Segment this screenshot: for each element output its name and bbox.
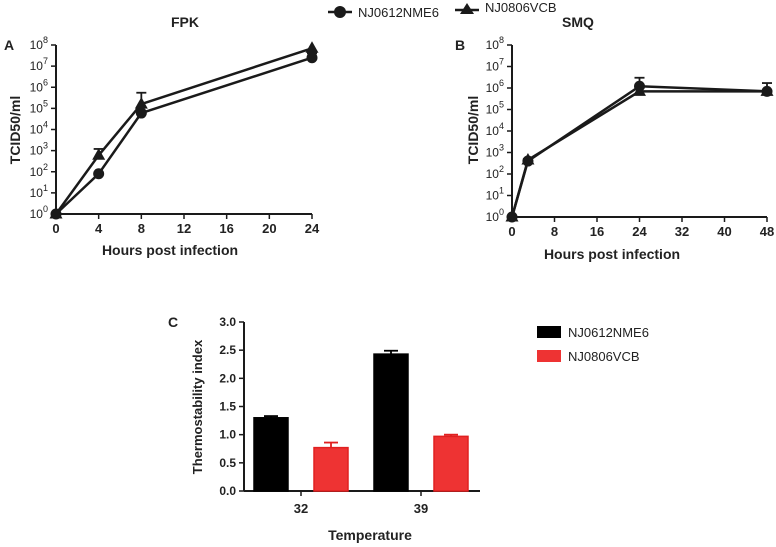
y-tick-label: 2.0	[219, 371, 236, 385]
y-tick-label: 100	[30, 204, 48, 221]
x-tick-label: 24	[305, 221, 320, 236]
data-point-circle	[306, 52, 318, 64]
y-tick-label: 106	[486, 78, 504, 95]
legend-c-swatch-black	[537, 326, 561, 338]
x-tick-label: 4	[95, 221, 103, 236]
x-tick-label: 20	[262, 221, 276, 236]
legend-c-swatch-red	[537, 350, 561, 362]
y-tick-label: 103	[30, 141, 48, 158]
data-point-triangle	[305, 41, 319, 53]
data-point-triangle	[633, 84, 646, 96]
data-point-triangle	[505, 210, 519, 222]
panel-a: A FPK Hours post infection TCID50/ml 100…	[4, 14, 320, 258]
x-tick-label: 24	[632, 224, 647, 239]
y-tick-label: 104	[486, 121, 504, 138]
bar-nj0612nme6-39	[373, 353, 409, 492]
x-tick-label: 8	[551, 224, 558, 239]
y-tick-label: 101	[30, 183, 48, 200]
x-tick-label: 0	[508, 224, 515, 239]
y-tick-label: 104	[30, 120, 48, 137]
x-tick-label: 32	[294, 501, 308, 516]
y-tick-label: 105	[30, 98, 48, 115]
panel-c-letter: C	[168, 314, 178, 330]
x-tick-label: 8	[138, 221, 145, 236]
legend-label-nj0806vcb: NJ0806VCB	[485, 0, 557, 15]
y-tick-label: 107	[486, 57, 504, 74]
y-tick-label: 108	[30, 35, 48, 52]
x-tick-label: 48	[760, 224, 774, 239]
y-tick-label: 107	[30, 56, 48, 73]
series-line-nj0806vcb	[510, 90, 767, 218]
legend-label-nj0612nme6: NJ0612NME6	[358, 5, 439, 20]
series-line-nj0612nme6	[510, 85, 768, 218]
data-point-triangle	[92, 148, 106, 160]
data-point-triangle	[134, 97, 148, 109]
y-tick-label: 3.0	[219, 315, 236, 329]
y-tick-label: 106	[30, 77, 48, 94]
data-point-triangle	[521, 152, 535, 165]
data-point-triangle	[49, 207, 63, 219]
data-point-triangle	[760, 84, 774, 96]
legend-circle-marker	[334, 6, 346, 18]
legend-c-label-nj0806vcb: NJ0806VCB	[568, 349, 640, 364]
x-tick-label: 16	[590, 224, 604, 239]
legend-c-label-nj0612nme6: NJ0612NME6	[568, 325, 649, 340]
y-tick-label: 0.5	[219, 456, 236, 470]
panel-b: B SMQ Hours post infection TCID50/ml 100…	[455, 14, 774, 262]
y-tick-label: 102	[30, 162, 48, 179]
y-tick-label: 108	[486, 35, 504, 52]
x-tick-label: 12	[177, 221, 191, 236]
x-tick-label: 39	[414, 501, 428, 516]
panel-a-title: FPK	[171, 14, 199, 30]
y-tick-label: 102	[486, 164, 504, 181]
data-point-circle	[135, 107, 147, 119]
data-point-circle	[93, 168, 105, 180]
y-tick-label: 0.0	[219, 484, 236, 498]
panel-a-ylabel: TCID50/ml	[7, 96, 23, 164]
x-tick-label: 32	[675, 224, 689, 239]
panel-a-letter: A	[4, 37, 14, 53]
panel-c-xlabel: Temperature	[328, 527, 412, 543]
x-tick-label: 0	[52, 221, 59, 236]
x-tick-label: 16	[219, 221, 233, 236]
panel-c-ylabel: Thermostability index	[190, 339, 205, 474]
y-tick-label: 105	[486, 100, 504, 117]
y-tick-label: 100	[486, 207, 504, 224]
bar-nj0612nme6-32	[253, 417, 289, 492]
panel-c: C Temperature Thermostability index NJ06…	[168, 314, 649, 543]
y-tick-label: 101	[486, 186, 504, 203]
panel-b-ylabel: TCID50/ml	[465, 96, 481, 164]
y-tick-label: 2.5	[219, 343, 236, 357]
y-tick-label: 1.5	[219, 400, 236, 414]
legend-triangle-marker	[460, 3, 474, 14]
y-tick-label: 103	[486, 143, 504, 160]
panel-b-title: SMQ	[562, 14, 594, 30]
top-legend: NJ0612NME6 NJ0806VCB	[328, 0, 557, 20]
panel-a-xlabel: Hours post infection	[102, 242, 238, 258]
bar-nj0806vcb-32	[313, 446, 349, 492]
series-line-nj0612nme6	[55, 56, 313, 215]
panel-b-xlabel: Hours post infection	[544, 246, 680, 262]
series-line-nj0806vcb	[54, 47, 313, 215]
x-tick-label: 40	[717, 224, 731, 239]
y-tick-label: 1.0	[219, 428, 236, 442]
bar-nj0806vcb-39	[433, 435, 469, 492]
panel-b-letter: B	[455, 37, 465, 53]
